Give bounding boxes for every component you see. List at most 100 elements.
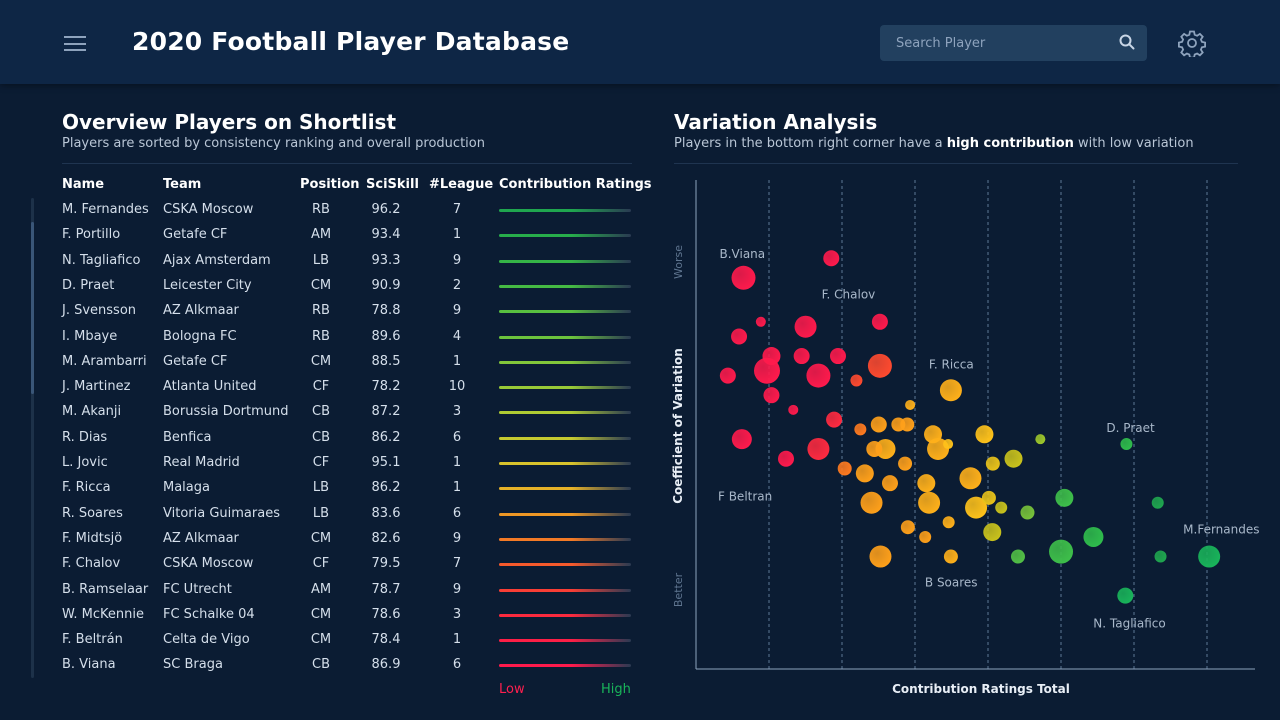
data-point bbox=[719, 367, 736, 384]
overview-subtitle: Players are sorted by consistency rankin… bbox=[62, 136, 485, 151]
search-icon[interactable] bbox=[1118, 33, 1136, 51]
player-position: LB bbox=[312, 505, 330, 521]
table-row[interactable]: M. Akanji Borussia Dortmund CB 87.2 3 bbox=[62, 404, 632, 429]
player-sciskill: 78.7 bbox=[371, 581, 401, 597]
search-input[interactable] bbox=[880, 25, 1110, 61]
table-row[interactable]: F. Chalov CSKA Moscow CF 79.5 7 bbox=[62, 556, 632, 581]
player-league: 4 bbox=[452, 328, 462, 344]
variation-title: Variation Analysis bbox=[674, 110, 878, 134]
col-header-position[interactable]: Position bbox=[300, 177, 360, 192]
data-point bbox=[943, 439, 954, 450]
data-point bbox=[1049, 539, 1074, 564]
table-row[interactable]: F. Ricca Malaga LB 86.2 1 bbox=[62, 480, 632, 505]
player-sciskill: 96.2 bbox=[371, 202, 401, 217]
player-name: M. Arambarri bbox=[62, 353, 147, 369]
data-point bbox=[1020, 505, 1035, 520]
contribution-rating-bar bbox=[499, 664, 631, 668]
data-point bbox=[975, 425, 994, 444]
data-point bbox=[943, 549, 958, 564]
player-team: Bologna FC bbox=[163, 328, 237, 344]
player-position: CM bbox=[310, 353, 332, 369]
table-row[interactable]: B. Viana SC Braga CB 86.9 6 bbox=[62, 657, 632, 682]
contribution-rating-bar bbox=[499, 360, 631, 364]
player-name: J. Martinez bbox=[62, 379, 131, 395]
player-sciskill: 83.6 bbox=[371, 505, 401, 521]
page-title: 2020 Football Player Database bbox=[132, 27, 570, 56]
player-position: CM bbox=[310, 277, 332, 293]
table-row[interactable]: D. Praet Leicester City CM 90.9 2 bbox=[62, 278, 632, 303]
contribution-rating-bar bbox=[499, 386, 631, 390]
point-label: M.Fernandes bbox=[1183, 523, 1259, 537]
player-league: 6 bbox=[452, 505, 462, 521]
player-sciskill: 90.9 bbox=[371, 277, 401, 293]
player-sciskill: 87.2 bbox=[371, 404, 401, 420]
y-axis-worse-label: Worse bbox=[672, 245, 685, 279]
contribution-rating-bar bbox=[499, 462, 631, 465]
scrollbar-track[interactable] bbox=[31, 198, 34, 678]
col-header-contribution[interactable]: Contribution Ratings bbox=[499, 177, 652, 192]
data-point bbox=[1035, 434, 1046, 445]
table-row[interactable]: R. Dias Benfica CB 86.2 6 bbox=[62, 430, 632, 455]
col-header-name[interactable]: Name bbox=[62, 177, 105, 192]
data-point bbox=[1154, 550, 1167, 563]
player-name: F. Portillo bbox=[62, 227, 121, 243]
menu-icon[interactable] bbox=[64, 36, 86, 51]
data-point bbox=[823, 250, 840, 267]
contribution-rating-bar bbox=[499, 512, 631, 516]
player-name: R. Soares bbox=[62, 505, 123, 521]
player-position: CM bbox=[310, 632, 332, 648]
contribution-rating-bar bbox=[499, 335, 631, 339]
data-point bbox=[1010, 549, 1025, 564]
contribution-rating-bar bbox=[499, 487, 631, 491]
data-point bbox=[1055, 488, 1074, 507]
table-row[interactable]: J. Svensson AZ Alkmaar RB 78.8 9 bbox=[62, 303, 632, 328]
player-league: 1 bbox=[452, 632, 462, 648]
table-row[interactable]: I. Mbaye Bologna FC RB 89.6 4 bbox=[62, 329, 632, 354]
player-name: F. Beltrán bbox=[62, 632, 123, 648]
table-row[interactable]: R. Soares Vitoria Guimaraes LB 83.6 6 bbox=[62, 506, 632, 531]
legend-low: Low bbox=[499, 682, 525, 697]
legend-high: High bbox=[601, 682, 631, 697]
player-position: CF bbox=[312, 556, 330, 572]
table-row[interactable]: F. Portillo Getafe CF AM 93.4 1 bbox=[62, 227, 632, 252]
player-position: CB bbox=[312, 429, 330, 445]
table-row[interactable]: B. Ramselaar FC Utrecht AM 78.7 9 bbox=[62, 582, 632, 607]
player-position: AM bbox=[310, 227, 332, 243]
player-sciskill: 86.2 bbox=[371, 429, 401, 445]
player-league: 7 bbox=[452, 556, 462, 572]
table-row[interactable]: M. Arambarri Getafe CF CM 88.5 1 bbox=[62, 354, 632, 379]
player-team: Real Madrid bbox=[163, 455, 240, 470]
col-header-sciskill[interactable]: SciSkill bbox=[366, 177, 419, 192]
table-row[interactable]: N. Tagliafico Ajax Amsterdam LB 93.3 9 bbox=[62, 253, 632, 278]
x-axis-title: Contribution Ratings Total bbox=[892, 682, 1070, 696]
col-header-league[interactable]: #League bbox=[429, 177, 494, 192]
table-row[interactable]: W. McKennie FC Schalke 04 CM 78.6 3 bbox=[62, 607, 632, 632]
player-name: R. Dias bbox=[62, 429, 108, 445]
variation-subtitle-bold: high contribution bbox=[946, 136, 1074, 151]
player-position: CB bbox=[312, 404, 330, 420]
player-league: 1 bbox=[452, 455, 462, 470]
gear-icon[interactable] bbox=[1178, 29, 1206, 57]
data-point bbox=[942, 516, 955, 529]
contribution-rating-bar bbox=[499, 537, 631, 541]
col-header-team[interactable]: Team bbox=[163, 177, 202, 192]
player-league: 3 bbox=[452, 606, 462, 622]
data-point bbox=[981, 490, 996, 505]
data-point bbox=[900, 520, 915, 535]
table-row[interactable]: J. Martinez Atlanta United CF 78.2 10 bbox=[62, 379, 632, 404]
table-row[interactable]: M. Fernandes CSKA Moscow RB 96.2 7 bbox=[62, 202, 632, 227]
player-name: L. Jovic bbox=[62, 455, 108, 470]
table-row[interactable]: L. Jovic Real Madrid CF 95.1 1 bbox=[62, 455, 632, 480]
data-point bbox=[870, 416, 887, 433]
table-row[interactable]: F. Midtsjö AZ Alkmaar CM 82.6 9 bbox=[62, 531, 632, 556]
table-row[interactable]: F. Beltrán Celta de Vigo CM 78.4 1 bbox=[62, 632, 632, 657]
contribution-rating-bar bbox=[499, 436, 631, 440]
data-point bbox=[854, 423, 867, 436]
data-point bbox=[753, 357, 780, 384]
player-team: Benfica bbox=[163, 429, 212, 445]
player-team: Vitoria Guimaraes bbox=[163, 505, 280, 521]
player-sciskill: 78.2 bbox=[371, 379, 401, 395]
scrollbar-thumb[interactable] bbox=[31, 222, 34, 394]
data-point bbox=[995, 501, 1008, 514]
point-label: N. Tagliafico bbox=[1093, 617, 1165, 631]
